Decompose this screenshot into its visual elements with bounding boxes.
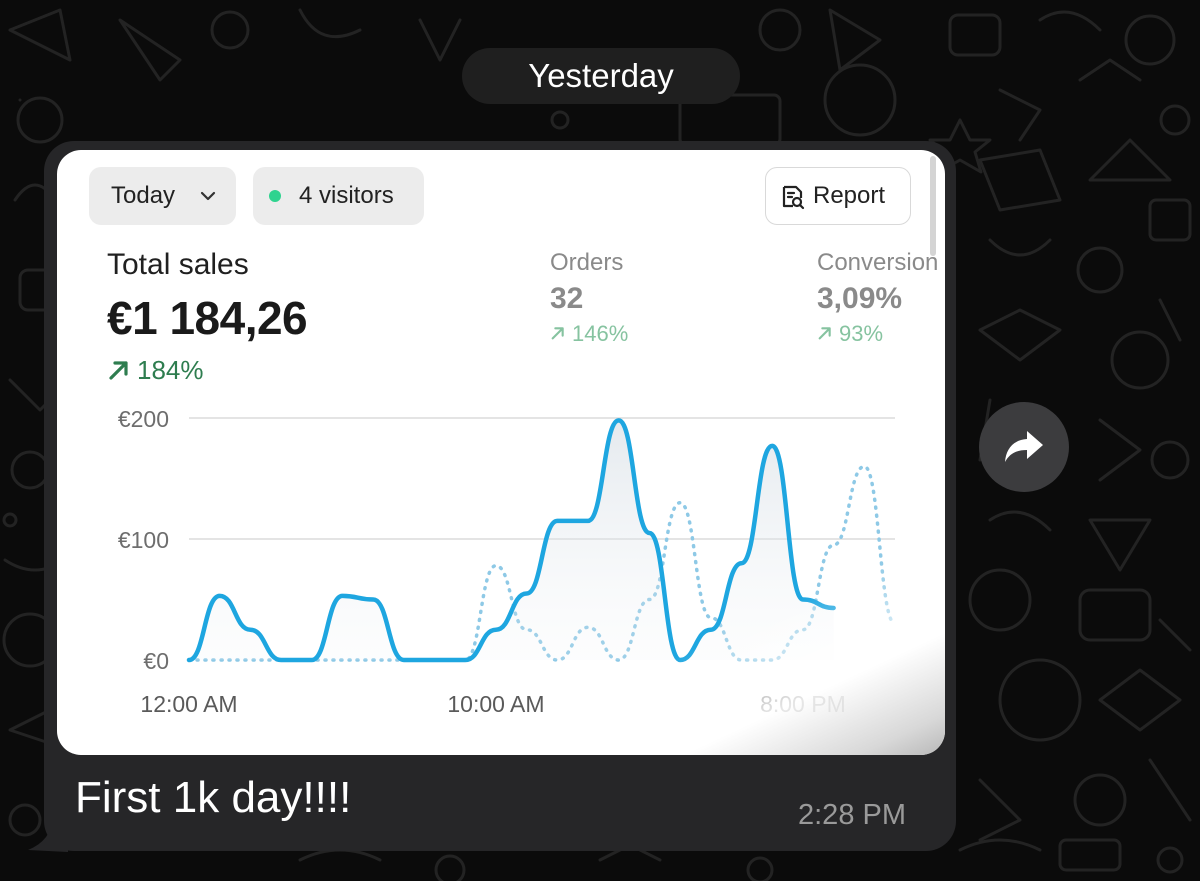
x-tick-label: 12:00 AM [140, 691, 237, 717]
message-time: 2:28 PM [798, 799, 906, 831]
bubble-tail [28, 818, 68, 852]
scrollbar[interactable] [930, 156, 936, 256]
conversion-value: 3,09% [817, 282, 903, 315]
visitors-label: 4 visitors [299, 182, 394, 209]
conversion-label: Conversion [817, 249, 939, 276]
report-label: Report [813, 182, 886, 209]
total-sales-change-value: 184% [137, 355, 204, 385]
message-caption: First 1k day!!!! [75, 773, 352, 822]
forward-button[interactable] [979, 402, 1069, 492]
total-sales-value: €1 184,26 [107, 292, 308, 344]
live-visitors-badge[interactable]: 4 visitors [253, 167, 424, 225]
orders-change: 146% [550, 321, 628, 347]
x-tick-label: 8:00 PM [760, 691, 846, 717]
total-sales-label: Total sales [107, 248, 249, 281]
forward-icon [1005, 431, 1043, 462]
series-area-today [189, 420, 834, 660]
period-dropdown[interactable]: Today [89, 167, 236, 225]
orders-label: Orders [550, 249, 624, 276]
period-label: Today [111, 182, 176, 209]
trend-up-icon [551, 327, 564, 340]
report-icon [782, 185, 805, 210]
x-tick-label: 10:00 AM [447, 691, 544, 717]
y-tick-label: €100 [118, 527, 169, 553]
trend-up-icon [818, 327, 831, 340]
orders-change-value: 146% [572, 321, 629, 346]
live-dot-icon [269, 190, 281, 202]
sales-chart: €200 €100 €0 12:00 AM 10:00 AM 8:00 PM [118, 406, 897, 717]
conversion-change: 93% [817, 321, 883, 347]
chevron-down-icon [200, 191, 216, 201]
trend-up-icon [109, 361, 128, 380]
report-button[interactable]: Report [765, 167, 911, 225]
date-separator: Yesterday [462, 48, 740, 104]
y-tick-label: €0 [143, 648, 169, 674]
shared-screenshot[interactable]: Today 4 visitors Report Total sales €1 1… [57, 150, 945, 755]
total-sales-change: 184% [107, 355, 204, 386]
orders-value: 32 [550, 282, 584, 315]
y-tick-label: €200 [118, 406, 169, 432]
conversion-change-value: 93% [839, 321, 884, 346]
